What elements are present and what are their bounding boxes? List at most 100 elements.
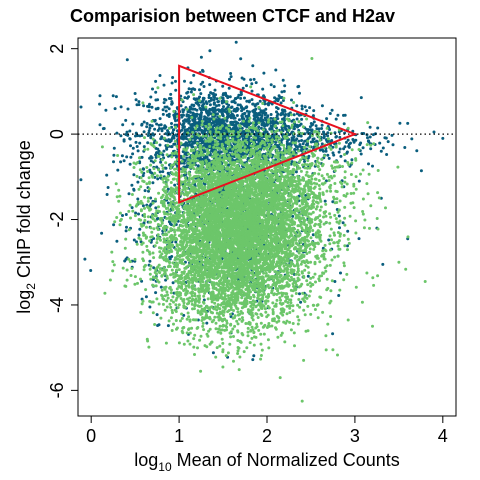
data-point [386, 140, 390, 144]
data-point [221, 84, 225, 88]
data-point [166, 171, 170, 175]
data-point [406, 121, 410, 125]
data-point [172, 142, 176, 146]
data-point [252, 77, 256, 81]
data-point [217, 103, 221, 107]
data-point [336, 353, 339, 357]
data-point [371, 164, 374, 168]
data-point [357, 237, 361, 241]
data-point [161, 108, 165, 112]
data-point [274, 302, 278, 306]
data-point [119, 105, 123, 109]
chart-title: Comparision between CTCF and H2av [70, 6, 395, 26]
data-point [249, 78, 253, 82]
data-point [324, 149, 328, 153]
data-point [236, 103, 240, 107]
data-point [193, 107, 197, 111]
data-point [179, 104, 183, 108]
data-point [180, 159, 184, 163]
data-point [342, 122, 346, 126]
data-point [171, 76, 175, 79]
data-point [323, 199, 327, 203]
data-point [261, 118, 265, 122]
data-point [165, 113, 169, 117]
data-point [280, 138, 284, 142]
data-point [240, 316, 244, 320]
data-point [332, 174, 336, 178]
data-point [322, 132, 326, 136]
data-point [250, 82, 254, 86]
data-point [343, 113, 347, 117]
data-point [287, 114, 291, 117]
data-point [221, 112, 225, 116]
data-point [311, 229, 315, 232]
data-point [441, 136, 445, 140]
data-point [337, 214, 341, 218]
data-point [197, 128, 201, 132]
data-point [258, 99, 262, 103]
data-point [149, 163, 153, 167]
data-point [311, 137, 315, 141]
data-point [357, 179, 361, 183]
data-point [145, 125, 149, 129]
data-point [368, 125, 372, 129]
data-point [159, 123, 163, 127]
data-point [184, 141, 188, 145]
data-point [309, 312, 313, 316]
data-point [415, 149, 419, 153]
data-point [303, 313, 307, 317]
data-point [325, 264, 329, 268]
data-point [190, 273, 194, 277]
data-point [226, 95, 230, 99]
data-point [180, 180, 184, 184]
data-point [157, 191, 161, 195]
data-point [330, 258, 334, 262]
data-point [137, 233, 141, 237]
data-point [105, 173, 109, 177]
data-point [141, 174, 145, 178]
data-point [112, 153, 116, 157]
data-point [134, 211, 138, 215]
data-point [115, 195, 119, 199]
data-point [275, 110, 278, 114]
data-point [300, 147, 304, 151]
data-point [328, 112, 332, 115]
data-point [162, 149, 166, 153]
data-point [172, 134, 176, 138]
data-point [205, 321, 209, 325]
data-point [161, 170, 165, 174]
data-point [185, 96, 189, 100]
data-point [224, 110, 228, 114]
data-point [338, 135, 342, 139]
data-point [149, 134, 153, 137]
data-point [140, 122, 144, 126]
data-point [246, 330, 250, 334]
data-point [112, 146, 116, 150]
data-point [208, 49, 212, 53]
data-point [237, 118, 241, 122]
data-point [153, 127, 157, 131]
data-point [111, 94, 115, 98]
data-point [167, 209, 171, 213]
data-point [306, 274, 310, 278]
data-point [280, 112, 283, 115]
data-point [216, 112, 219, 116]
data-point [119, 134, 123, 138]
data-point [198, 95, 201, 99]
data-point [142, 130, 146, 134]
data-point [182, 161, 186, 165]
data-point [404, 267, 408, 271]
data-point [243, 96, 246, 100]
data-point [309, 128, 313, 132]
data-point [268, 127, 272, 131]
data-point [381, 146, 385, 150]
data-point [294, 145, 298, 148]
data-point [432, 130, 436, 134]
data-point [229, 75, 233, 79]
data-point [100, 231, 104, 235]
data-point [127, 228, 131, 232]
data-point [161, 112, 165, 116]
data-point [273, 96, 277, 100]
data-point [121, 123, 125, 127]
data-point [215, 97, 219, 101]
